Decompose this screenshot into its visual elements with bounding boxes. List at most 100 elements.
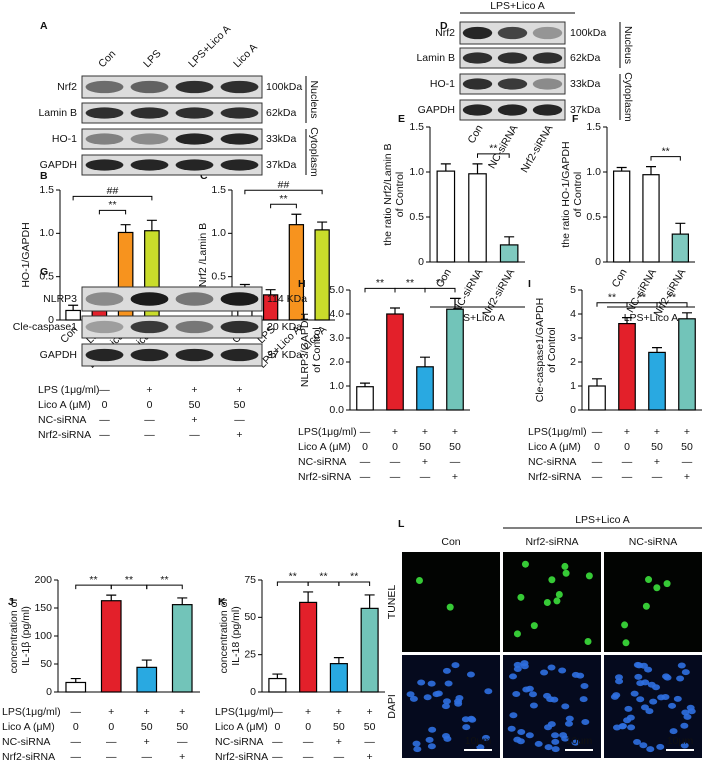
bar bbox=[588, 385, 606, 411]
nucleus bbox=[639, 662, 648, 669]
significance-label: ** bbox=[279, 193, 287, 205]
bar bbox=[100, 600, 122, 693]
size-label: 33kDa bbox=[266, 133, 297, 145]
tunel-cell bbox=[562, 569, 570, 577]
error-bar bbox=[616, 166, 627, 172]
lane-label: LPS bbox=[141, 48, 164, 71]
y-tick-label: 1.0 bbox=[211, 227, 226, 239]
treatment-label: Nrf2-siRNA bbox=[2, 751, 55, 763]
nucleus bbox=[676, 675, 685, 682]
bar bbox=[288, 224, 305, 321]
size-label: 20 KDa bbox=[267, 321, 302, 333]
blot-band bbox=[130, 320, 169, 334]
tunel-cell bbox=[653, 584, 661, 592]
y-axis-label: IL-1β (pg/ml) bbox=[20, 606, 32, 666]
panel-letter: E bbox=[398, 113, 405, 125]
blot-band bbox=[532, 104, 563, 116]
treatment-value: — bbox=[652, 471, 663, 483]
bar bbox=[468, 173, 487, 263]
y-axis-label: HO-1/GAPDH bbox=[20, 222, 32, 287]
nucleus bbox=[624, 705, 633, 712]
nucleus bbox=[633, 738, 642, 745]
nucleus bbox=[451, 662, 460, 669]
error-bar bbox=[177, 597, 188, 605]
bar bbox=[360, 607, 379, 693]
treatment-value: + bbox=[684, 471, 690, 483]
nucleus bbox=[677, 662, 686, 669]
treatment-label: Nrf2-siRNA bbox=[38, 429, 91, 441]
treatment-value: 50 bbox=[651, 441, 663, 453]
y-tick-label: 3 bbox=[570, 332, 576, 344]
significance-label: ** bbox=[638, 292, 646, 304]
treatment-label: Lico A (μM) bbox=[528, 441, 581, 453]
significance-bracket bbox=[656, 302, 688, 307]
micrograph bbox=[402, 655, 500, 758]
size-label: 114 KDa bbox=[267, 293, 307, 305]
column-label: NC-siRNA bbox=[629, 536, 677, 548]
treatment-value: — bbox=[420, 471, 431, 483]
nucleus bbox=[544, 744, 553, 751]
treatment-value: — bbox=[390, 471, 401, 483]
row-label: DAPI bbox=[386, 694, 398, 719]
panel-letter: B bbox=[40, 170, 48, 182]
treatment-value: + bbox=[452, 426, 458, 438]
blot-band bbox=[130, 159, 169, 171]
row-label: HO-1 bbox=[52, 133, 77, 145]
y-tick-label: 0 bbox=[46, 686, 52, 698]
panel-letter: D bbox=[440, 20, 448, 32]
significance-label: ** bbox=[436, 277, 444, 289]
error-bar bbox=[390, 307, 400, 314]
blot-band bbox=[462, 52, 493, 64]
nucleus bbox=[427, 743, 436, 750]
significance-label: ** bbox=[668, 292, 676, 304]
tunel-cell bbox=[645, 576, 653, 584]
error-bar bbox=[141, 659, 152, 668]
bar bbox=[612, 170, 631, 263]
error-bar bbox=[622, 317, 632, 324]
nucleus bbox=[649, 698, 658, 705]
row-label: Nrf2 bbox=[57, 81, 77, 93]
y-tick-label: 50 bbox=[244, 611, 256, 623]
y-tick-label: 150 bbox=[34, 602, 52, 614]
size-label: 37kDa bbox=[570, 104, 601, 116]
blot-strip bbox=[81, 343, 263, 367]
error-bar bbox=[333, 657, 344, 664]
nucleus bbox=[513, 665, 522, 672]
nucleus bbox=[551, 746, 560, 753]
treatment-value: — bbox=[364, 736, 375, 748]
treatment-value: — bbox=[99, 384, 110, 396]
treatment-value: — bbox=[99, 429, 110, 441]
nucleus bbox=[442, 698, 451, 705]
treatment-value: 0 bbox=[594, 441, 600, 453]
y-tick-label: 0 bbox=[250, 686, 256, 698]
y-tick-label: 0 bbox=[48, 314, 54, 326]
lane-label: Nrf2-siRNA bbox=[519, 123, 556, 175]
treatment-label: Nrf2-siRNA bbox=[528, 471, 581, 483]
treatment-value: + bbox=[305, 706, 311, 718]
error-bar bbox=[146, 219, 157, 231]
treatment-value: — bbox=[189, 429, 200, 441]
bar bbox=[268, 677, 287, 693]
error-bar bbox=[592, 378, 602, 386]
nucleus bbox=[683, 713, 692, 720]
error-bar bbox=[504, 236, 515, 245]
treatment-value: 50 bbox=[176, 721, 188, 733]
bar-chart: K 0 25 50 75 concentration of IL-18 (pg/ml) ** *… bbox=[215, 571, 385, 763]
panel-letter: I bbox=[528, 278, 531, 290]
blot-band bbox=[462, 26, 493, 40]
nucleus bbox=[509, 712, 518, 719]
error-bar bbox=[272, 673, 283, 679]
nucleus bbox=[507, 725, 516, 732]
y-axis-label: concentration of bbox=[8, 599, 20, 674]
tunel-cell bbox=[517, 593, 525, 601]
treatment-value: — bbox=[303, 751, 314, 763]
treatment-value: + bbox=[146, 384, 152, 396]
error-bar bbox=[265, 289, 276, 295]
treatment-value: + bbox=[236, 429, 242, 441]
blot-band bbox=[532, 78, 563, 90]
significance-label: ** bbox=[319, 571, 327, 583]
treatment-label: Nrf2-siRNA bbox=[215, 751, 268, 763]
nucleus bbox=[581, 718, 590, 725]
